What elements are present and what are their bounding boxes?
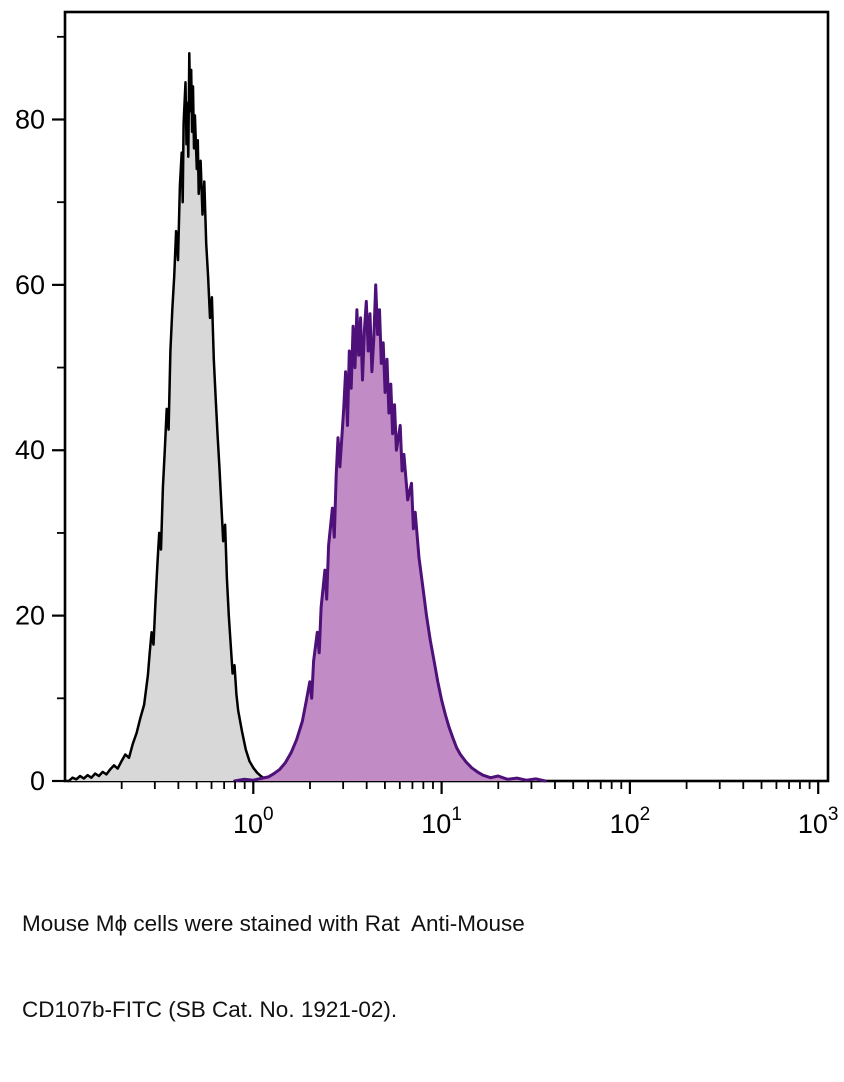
series-line-control-gray [67, 52, 274, 783]
figure-caption: Mouse Mϕ cells were stained with Rat Ant… [22, 853, 844, 1082]
caption-line-1: Mouse Mϕ cells were stained with Rat Ant… [22, 911, 525, 937]
flow-histogram-svg: 0 20 40 60 80 100 101 102 103 [15, 10, 839, 839]
x-axis-tick-label: 101 [421, 804, 462, 839]
x-axis-tick-label: 100 [233, 804, 274, 839]
series-line-cd107b-purple [233, 283, 547, 783]
y-axis-tick-label: 20 [15, 601, 45, 631]
y-axis-tick-label: 60 [15, 270, 45, 300]
y-axis-tick-label: 80 [15, 104, 45, 134]
series-fill-cd107b-purple [234, 284, 546, 781]
y-axis-tick-label: 0 [30, 766, 45, 796]
x-axis-tick-label: 102 [610, 804, 651, 839]
flow-cytometry-figure: 0 20 40 60 80 100 101 102 103 Mouse Mϕ cells wer… [14, 10, 839, 1022]
y-axis-tick-label: 40 [15, 435, 45, 465]
caption-line-2: CD107b-FITC (SB Cat. No. 1921-02). [22, 996, 398, 1022]
x-axis-tick-label: 103 [798, 804, 839, 839]
series-fill-control-gray [68, 53, 273, 782]
